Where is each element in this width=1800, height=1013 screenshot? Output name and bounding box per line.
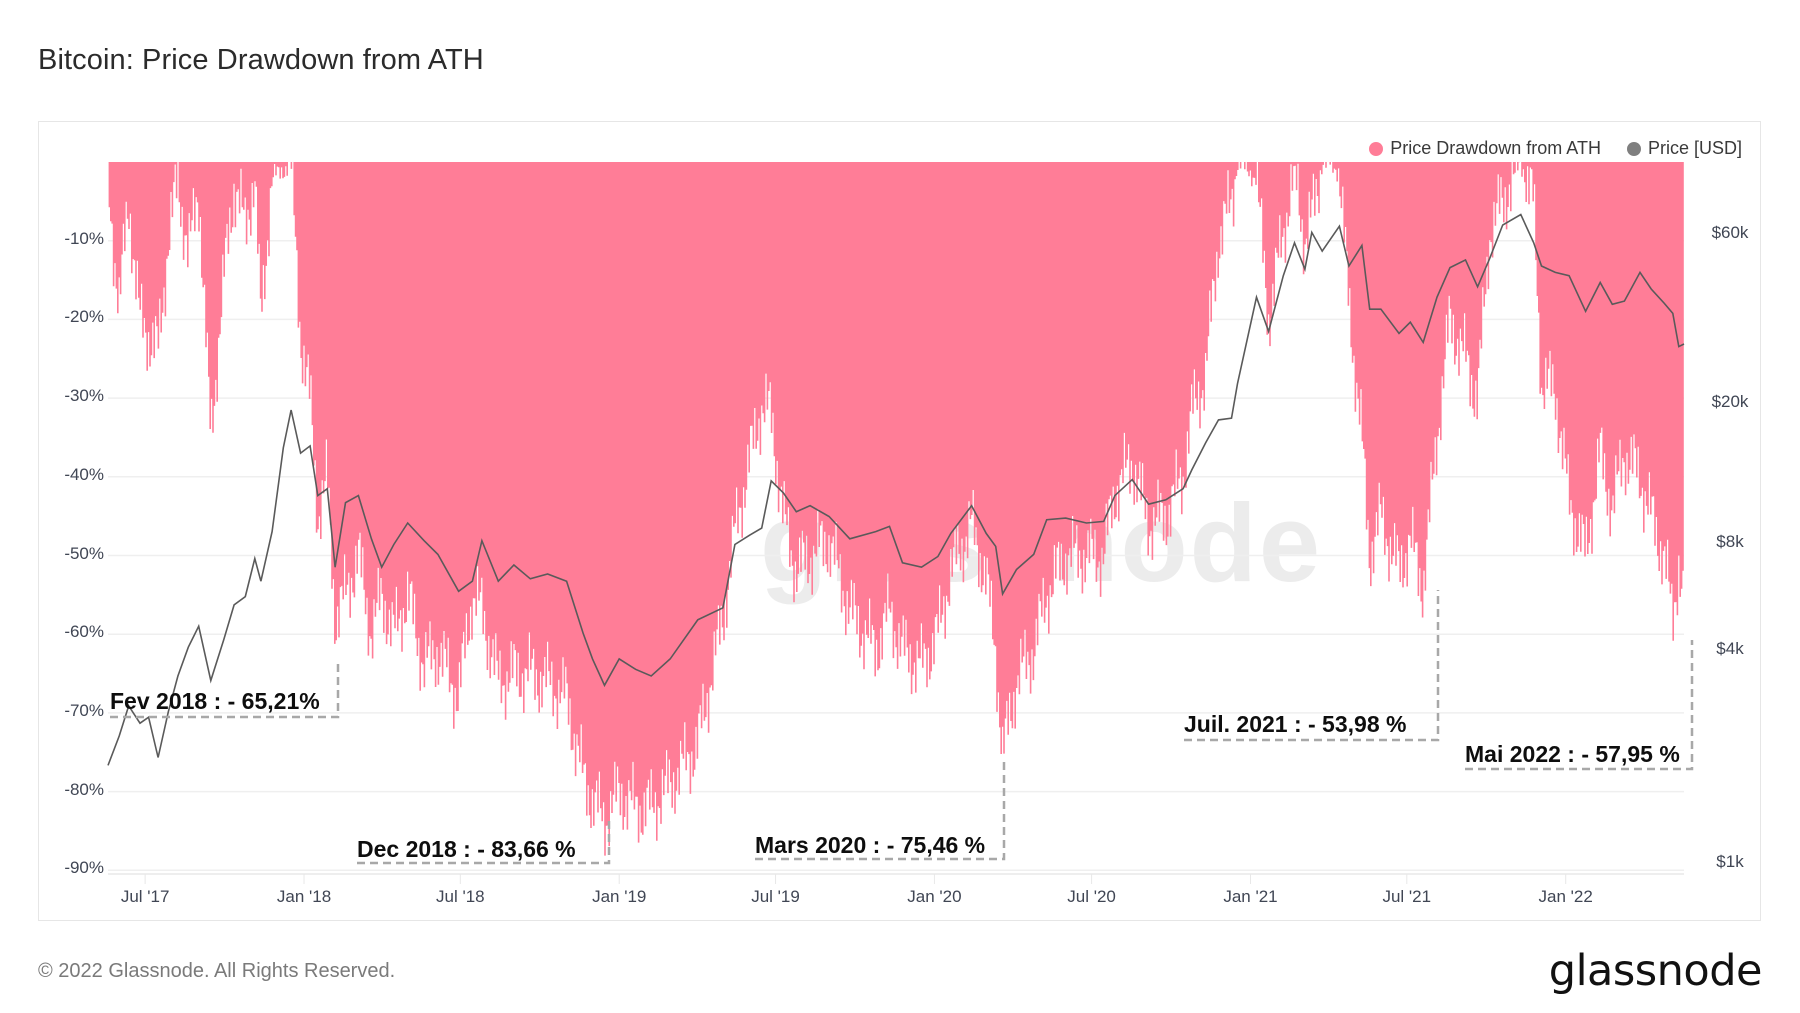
- annotation-leaders: [110, 590, 1694, 865]
- legend-label-drawdown: Price Drawdown from ATH: [1390, 138, 1601, 158]
- x-tick-label: Jul '20: [1067, 887, 1116, 906]
- left-tick-label: -80%: [64, 779, 104, 799]
- x-tick-label: Jan '22: [1538, 887, 1593, 906]
- x-tick-marks: [144, 874, 1567, 884]
- price-line: [107, 213, 1685, 766]
- legend-item-price[interactable]: Price [USD]: [1626, 138, 1742, 159]
- drawdown-bars: [108, 162, 1684, 856]
- left-tick-label: -60%: [64, 622, 104, 642]
- left-tick-label: -30%: [64, 386, 104, 406]
- x-tick-label: Jan '18: [276, 887, 332, 906]
- chart-legend: Price Drawdown from ATH Price [USD]: [1369, 138, 1742, 159]
- left-tick-label: -70%: [64, 700, 104, 720]
- x-tick-label: Jan '20: [907, 887, 962, 906]
- glassnode-logo[interactable]: glassnode: [1548, 946, 1763, 996]
- annotation-juil-2021: Juil. 2021 : - 53,98 %: [1184, 711, 1407, 737]
- x-tick-label: Jan '21: [1223, 887, 1278, 906]
- x-tick-label: Jul '21: [1382, 887, 1432, 906]
- right-tick-label: $1k: [1716, 852, 1744, 871]
- annotation-fev-2018: Fev 2018 : - 65,21%: [110, 688, 320, 714]
- right-tick-label: $60k: [1711, 222, 1749, 242]
- right-tick-label: $8k: [1716, 532, 1744, 552]
- chart-title: Bitcoin: Price Drawdown from ATH: [38, 44, 484, 76]
- x-tick-label: Jul '17: [120, 887, 170, 906]
- legend-label-price: Price [USD]: [1647, 138, 1742, 158]
- right-tick-label: $20k: [1711, 391, 1749, 411]
- left-tick-label: -20%: [64, 307, 104, 327]
- legend-dot-drawdown-icon: [1369, 141, 1384, 156]
- annotation-mars-2020: Mars 2020 : - 75,46 %: [755, 832, 986, 858]
- x-tick-label: Jul '19: [751, 887, 800, 906]
- annotation-mai-2022: Mai 2022 : - 57,95 %: [1465, 741, 1680, 767]
- left-tick-label: -10%: [64, 228, 104, 248]
- copyright-text: © 2022 Glassnode. All Rights Reserved.: [38, 960, 396, 982]
- left-tick-label: -40%: [64, 464, 104, 484]
- left-tick-label: -90%: [64, 858, 104, 878]
- annotation-dec-2018: Dec 2018 : - 83,66 %: [357, 836, 576, 862]
- right-tick-label: $4k: [1716, 638, 1744, 658]
- x-tick-label: Jan '19: [592, 887, 647, 906]
- x-tick-label: Jul '18: [436, 887, 485, 906]
- left-tick-label: -50%: [64, 543, 104, 563]
- legend-dot-price-icon: [1626, 141, 1641, 156]
- legend-item-drawdown[interactable]: Price Drawdown from ATH: [1369, 138, 1601, 159]
